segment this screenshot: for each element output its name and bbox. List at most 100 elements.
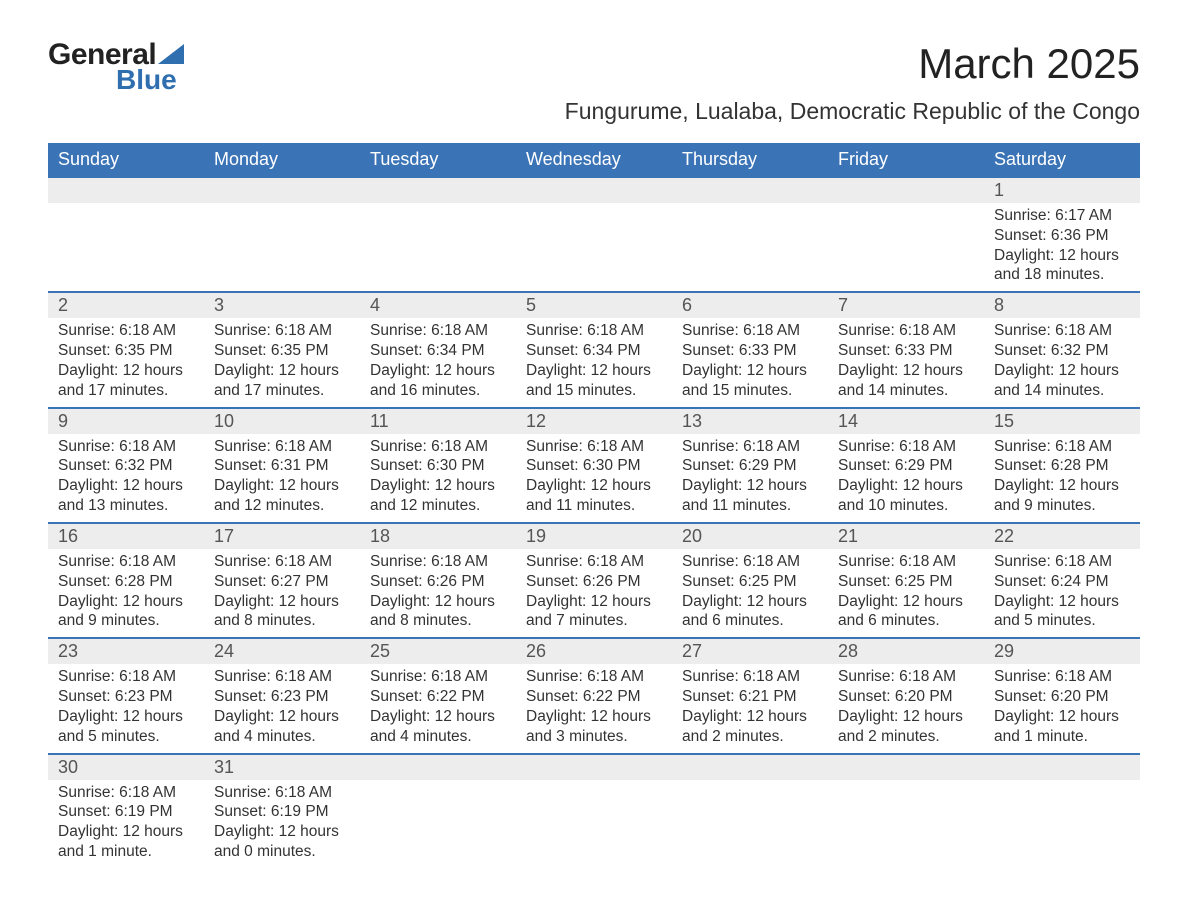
sunrise-text: Sunrise: 6:18 AM xyxy=(994,437,1130,457)
week-daynum-row: 9101112131415 xyxy=(48,408,1140,434)
day-data-cell: Sunrise: 6:18 AMSunset: 6:34 PMDaylight:… xyxy=(516,318,672,407)
day-data-cell: Sunrise: 6:18 AMSunset: 6:27 PMDaylight:… xyxy=(204,549,360,638)
daylight-text: Daylight: 12 hours and 6 minutes. xyxy=(682,592,818,632)
day-number-cell: 10 xyxy=(204,408,360,434)
sunset-text: Sunset: 6:30 PM xyxy=(370,456,506,476)
week-data-row: Sunrise: 6:18 AM Sunset: 6:23 PM Daylight:… xyxy=(48,664,1140,753)
sunrise-text: Sunrise: 6:18 AM xyxy=(682,437,818,457)
calendar-table: SundayMondayTuesdayWednesdayThursdayFrid… xyxy=(48,143,1140,868)
day-number-cell: 3 xyxy=(204,292,360,318)
day-data-cell: Sunrise: 6:18 AMSunset: 6:23 PMDaylight:… xyxy=(204,664,360,753)
day-data-cell: Sunrise: 6:18 AMSunset: 6:22 PMDaylight:… xyxy=(360,664,516,753)
day-data-cell: Sunrise: 6:18 AMSunset: 6:30 PMDaylight:… xyxy=(360,434,516,523)
sunrise-text: Sunrise: 6:18 AM xyxy=(370,552,506,572)
daylight-text: Daylight: 12 hours and 6 minutes. xyxy=(838,592,974,632)
day-number-cell: 8 xyxy=(984,292,1140,318)
day-data-cell: Sunrise: 6:18 AMSunset: 6:33 PMDaylight:… xyxy=(672,318,828,407)
sunrise-text: Sunrise: 6:18 AM xyxy=(214,783,350,803)
weekday-header: Tuesday xyxy=(360,143,516,177)
daylight-text: Daylight: 12 hours and 5 minutes. xyxy=(994,592,1130,632)
day-data-cell: Sunrise: 6:18 AMSunset: 6:30 PMDaylight:… xyxy=(516,434,672,523)
sunrise-text: Sunrise: 6:18 AM xyxy=(526,321,662,341)
day-number-cell: 5 xyxy=(516,292,672,318)
sunset-text: Sunset: 6:32 PM xyxy=(58,456,194,476)
day-number-cell: 11 xyxy=(360,408,516,434)
month-title: March 2025 xyxy=(565,40,1140,88)
sunset-text: Sunset: 6:31 PM xyxy=(214,456,350,476)
sunrise-text: Sunrise: 6:18 AM xyxy=(526,667,662,687)
sunset-text: Sunset: 6:30 PM xyxy=(526,456,662,476)
sunset-text: Sunset: 6:36 PM xyxy=(994,226,1130,246)
sunset-text: Sunset: 6:19 PM xyxy=(58,802,194,822)
day-data-cell xyxy=(984,780,1140,868)
day-data-cell: Sunrise: 6:18 AMSunset: 6:20 PMDaylight:… xyxy=(828,664,984,753)
sunset-text: Sunset: 6:26 PM xyxy=(526,572,662,592)
day-data-cell: Sunrise: 6:18 AMSunset: 6:33 PMDaylight:… xyxy=(828,318,984,407)
weekday-header-row: SundayMondayTuesdayWednesdayThursdayFrid… xyxy=(48,143,1140,177)
day-data-cell xyxy=(516,780,672,868)
sunrise-text: Sunrise: 6:18 AM xyxy=(370,321,506,341)
daylight-text: Daylight: 12 hours and 12 minutes. xyxy=(370,476,506,516)
sunrise-text: Sunrise: 6:18 AM xyxy=(214,667,350,687)
day-data-cell: Sunrise: 6:17 AMSunset: 6:36 PMDaylight:… xyxy=(984,203,1140,292)
day-data-cell xyxy=(516,203,672,292)
day-data-cell: Sunrise: 6:18 AMSunset: 6:28 PMDaylight:… xyxy=(48,549,204,638)
day-data-cell xyxy=(828,203,984,292)
sunrise-text: Sunrise: 6:18 AM xyxy=(838,667,974,687)
sunset-text: Sunset: 6:28 PM xyxy=(994,456,1130,476)
sunset-text: Sunset: 6:22 PM xyxy=(526,687,662,707)
week-daynum-row: 3031 xyxy=(48,754,1140,780)
day-data-cell: Sunrise: 6:18 AMSunset: 6:25 PMDaylight:… xyxy=(672,549,828,638)
day-number-cell: 31 xyxy=(204,754,360,780)
day-data-cell xyxy=(672,203,828,292)
weekday-header: Wednesday xyxy=(516,143,672,177)
daylight-text: Daylight: 12 hours and 2 minutes. xyxy=(682,707,818,747)
day-data-cell xyxy=(204,203,360,292)
page-header: General Blue March 2025 Fungurume, Luala… xyxy=(48,40,1140,125)
day-number-cell xyxy=(516,177,672,203)
day-number-cell: 16 xyxy=(48,523,204,549)
day-number-cell: 2 xyxy=(48,292,204,318)
sunrise-text: Sunrise: 6:18 AM xyxy=(214,552,350,572)
sunrise-text: Sunrise: 6:18 AM xyxy=(994,552,1130,572)
sunrise-text: Sunrise: 6:18 AM xyxy=(370,437,506,457)
daylight-text: Daylight: 12 hours and 4 minutes. xyxy=(214,707,350,747)
daylight-text: Daylight: 12 hours and 14 minutes. xyxy=(838,361,974,401)
day-data-cell: Sunrise: 6:18 AMSunset: 6:32 PMDaylight:… xyxy=(984,318,1140,407)
sunset-text: Sunset: 6:28 PM xyxy=(58,572,194,592)
sunset-text: Sunset: 6:33 PM xyxy=(838,341,974,361)
daylight-text: Daylight: 12 hours and 4 minutes. xyxy=(370,707,506,747)
day-number-cell xyxy=(204,177,360,203)
day-number-cell: 7 xyxy=(828,292,984,318)
day-data-cell: Sunrise: 6:18 AMSunset: 6:32 PMDaylight:… xyxy=(48,434,204,523)
daylight-text: Daylight: 12 hours and 2 minutes. xyxy=(838,707,974,747)
sunset-text: Sunset: 6:34 PM xyxy=(526,341,662,361)
week-data-row: Sunrise: 6:18 AM Sunset: 6:32 PM Daylight:… xyxy=(48,434,1140,523)
daylight-text: Daylight: 12 hours and 1 minute. xyxy=(58,822,194,862)
weekday-header: Sunday xyxy=(48,143,204,177)
day-number-cell: 9 xyxy=(48,408,204,434)
day-number-cell: 27 xyxy=(672,638,828,664)
sunrise-text: Sunrise: 6:18 AM xyxy=(370,667,506,687)
daylight-text: Daylight: 12 hours and 9 minutes. xyxy=(994,476,1130,516)
sunrise-text: Sunrise: 6:18 AM xyxy=(994,321,1130,341)
title-block: March 2025 Fungurume, Lualaba, Democrati… xyxy=(565,40,1140,125)
sunset-text: Sunset: 6:23 PM xyxy=(58,687,194,707)
day-number-cell: 14 xyxy=(828,408,984,434)
day-number-cell: 15 xyxy=(984,408,1140,434)
week-data-row: Sunrise: 6:18 AM Sunset: 6:19 PMDaylight:… xyxy=(48,780,1140,868)
day-data-cell: Sunrise: 6:18 AMSunset: 6:29 PMDaylight:… xyxy=(672,434,828,523)
sunset-text: Sunset: 6:26 PM xyxy=(370,572,506,592)
day-number-cell: 20 xyxy=(672,523,828,549)
sunset-text: Sunset: 6:27 PM xyxy=(214,572,350,592)
day-data-cell: Sunrise: 6:18 AMSunset: 6:22 PMDaylight:… xyxy=(516,664,672,753)
day-number-cell: 19 xyxy=(516,523,672,549)
daylight-text: Daylight: 12 hours and 17 minutes. xyxy=(58,361,194,401)
day-data-cell: Sunrise: 6:18 AMSunset: 6:23 PMDaylight:… xyxy=(48,664,204,753)
sunrise-text: Sunrise: 6:18 AM xyxy=(58,552,194,572)
day-data-cell xyxy=(360,203,516,292)
sunset-text: Sunset: 6:24 PM xyxy=(994,572,1130,592)
daylight-text: Daylight: 12 hours and 18 minutes. xyxy=(994,246,1130,286)
day-number-cell: 24 xyxy=(204,638,360,664)
sunset-text: Sunset: 6:35 PM xyxy=(214,341,350,361)
